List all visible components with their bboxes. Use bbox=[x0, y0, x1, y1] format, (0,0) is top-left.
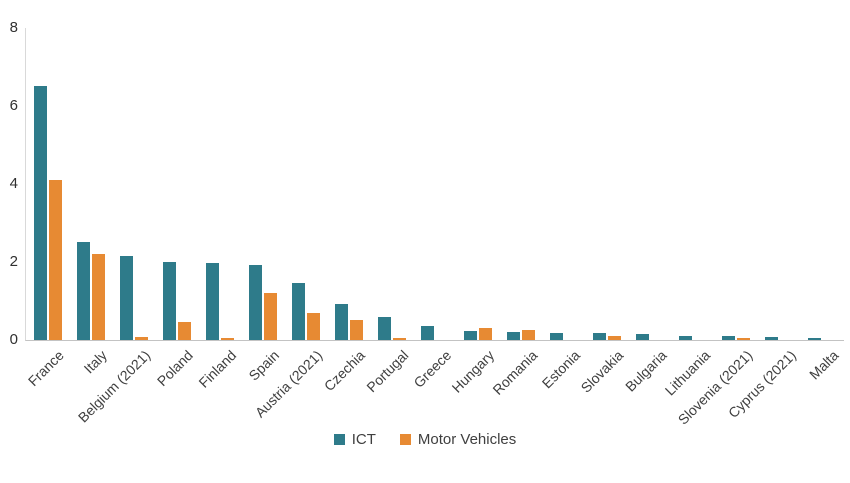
y-tick-label-6: 6 bbox=[9, 97, 18, 114]
bar-group-slovakia bbox=[586, 28, 629, 340]
bar-ict bbox=[205, 263, 219, 340]
bar-group-austria-2021- bbox=[284, 28, 327, 340]
bar-group-poland bbox=[155, 28, 198, 340]
bar-group-romania bbox=[500, 28, 543, 340]
x-tick-label-poland: Poland bbox=[153, 347, 197, 390]
legend-swatch-icon bbox=[333, 434, 345, 445]
bar-ict bbox=[808, 338, 822, 340]
bar-ict bbox=[162, 262, 176, 340]
bar-group-slovenia-2021- bbox=[715, 28, 758, 340]
bar-motor-vehicles bbox=[48, 180, 62, 340]
x-tick-label-portugal: Portugal bbox=[363, 347, 412, 396]
bar-group-cyprus-2021- bbox=[758, 28, 801, 340]
y-tick-label-4: 4 bbox=[9, 175, 18, 192]
bar-group-portugal bbox=[370, 28, 413, 340]
bar-group-lithuania bbox=[672, 28, 715, 340]
legend-label: ICT bbox=[351, 431, 376, 448]
bar-motor-vehicles bbox=[737, 338, 751, 340]
bar-ict bbox=[119, 256, 133, 340]
x-tick-label-italy: Italy bbox=[80, 347, 110, 377]
bar-group-spain bbox=[241, 28, 284, 340]
legend-label: Motor Vehicles bbox=[417, 431, 517, 448]
bar-group-italy bbox=[69, 28, 112, 340]
bar-ict bbox=[76, 242, 90, 340]
bar-group-malta bbox=[801, 28, 844, 340]
y-tick-label-2: 2 bbox=[9, 253, 18, 270]
bar-motor-vehicles bbox=[220, 338, 234, 340]
bar-ict bbox=[248, 265, 262, 340]
bar-ict bbox=[377, 317, 391, 340]
bar-group-czechia bbox=[327, 28, 370, 340]
bar-ict bbox=[291, 283, 305, 340]
bar-group-finland bbox=[198, 28, 241, 340]
y-tick-label-8: 8 bbox=[9, 19, 18, 36]
bar-ict bbox=[636, 334, 650, 340]
legend-item-motor-vehicles: Motor Vehicles bbox=[399, 431, 517, 448]
bar-ict bbox=[464, 331, 478, 340]
x-tick-label-czechia: Czechia bbox=[321, 347, 369, 395]
x-tick-label-romania: Romania bbox=[489, 347, 541, 398]
bar-ict bbox=[334, 304, 348, 340]
bar-group-bulgaria bbox=[629, 28, 672, 340]
x-tick-label-malta: Malta bbox=[806, 347, 842, 383]
bar-motor-vehicles bbox=[349, 320, 363, 340]
bar-motor-vehicles bbox=[91, 254, 105, 340]
x-tick-label-slovenia-2021-: Slovenia (2021) bbox=[675, 347, 756, 428]
legend-swatch-icon bbox=[399, 434, 411, 445]
bar-ict bbox=[722, 336, 736, 340]
bar-ict bbox=[33, 86, 47, 340]
bar-ict bbox=[550, 333, 564, 340]
bar-motor-vehicles bbox=[608, 336, 622, 340]
bar-motor-vehicles bbox=[134, 337, 148, 340]
bar-ict bbox=[507, 332, 521, 340]
bar-ict bbox=[765, 337, 779, 340]
bar-ict bbox=[679, 336, 693, 340]
bar-group-hungary bbox=[457, 28, 500, 340]
x-tick-label-finland: Finland bbox=[195, 347, 240, 391]
legend: ICT Motor Vehicles bbox=[0, 431, 850, 448]
x-tick-label-france: France bbox=[24, 347, 67, 390]
bar-motor-vehicles bbox=[522, 330, 536, 340]
bar-group-belgium-2021- bbox=[112, 28, 155, 340]
bar-ict bbox=[593, 333, 607, 340]
bar-motor-vehicles bbox=[392, 338, 406, 340]
x-tick-label-spain: Spain bbox=[245, 347, 283, 384]
bar-group-france bbox=[26, 28, 69, 340]
y-tick-label-0: 0 bbox=[9, 331, 18, 348]
legend-item-ict: ICT bbox=[333, 431, 376, 448]
bar-motor-vehicles bbox=[479, 328, 493, 340]
bar-ict bbox=[420, 326, 434, 340]
bar-group-estonia bbox=[543, 28, 586, 340]
plot-area bbox=[25, 28, 844, 341]
bar-motor-vehicles bbox=[177, 322, 191, 340]
bar-motor-vehicles bbox=[263, 293, 277, 340]
x-tick-label-slovakia: Slovakia bbox=[577, 347, 627, 396]
x-tick-label-hungary: Hungary bbox=[448, 347, 498, 396]
bar-motor-vehicles bbox=[306, 313, 320, 340]
bar-group-greece bbox=[413, 28, 456, 340]
